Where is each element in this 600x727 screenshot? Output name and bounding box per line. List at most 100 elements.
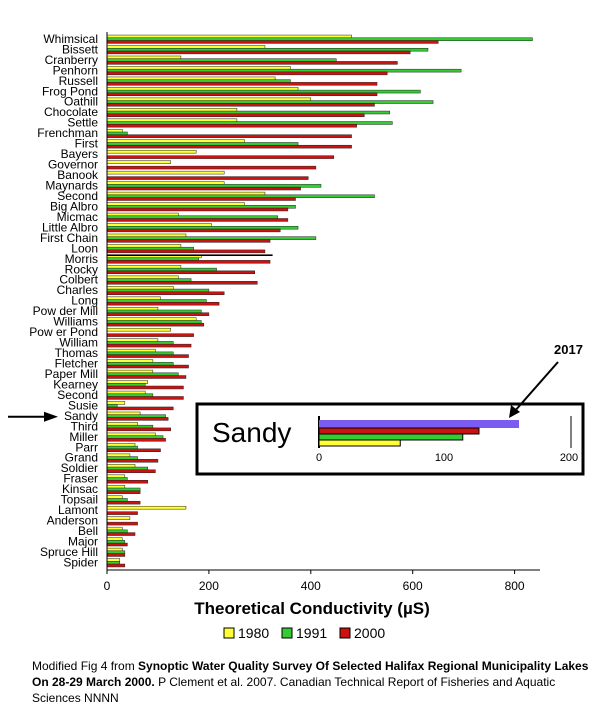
category-label-26: Pow der Mill [33, 304, 98, 318]
category-label-29: William [59, 336, 98, 350]
bar-2000-6 [106, 103, 375, 107]
bar-2000-41 [106, 469, 156, 473]
category-label-16: Big Albro [50, 199, 98, 213]
inset-tick-label-2: 200 [560, 452, 578, 464]
category-label-10: First [75, 137, 99, 151]
bar-2000-14 [106, 186, 301, 191]
category-label-4: Russell [59, 74, 98, 88]
arrow-head [44, 411, 58, 422]
category-label-43: Kinsac [62, 482, 98, 496]
bar-1980-13 [106, 170, 225, 175]
bar-2000-50 [106, 563, 126, 568]
category-label-0: Whimsical [43, 32, 98, 46]
bar-2000-20 [106, 249, 266, 254]
x-tick-label-2: 400 [301, 579, 321, 593]
sandy-inset: Sandy 0 100 200 2017 [195, 342, 585, 476]
bar-2000-36 [106, 417, 169, 421]
x-tick-label-4: 800 [505, 579, 525, 593]
bar-2000-32 [106, 375, 187, 379]
category-label-15: Second [57, 189, 98, 203]
category-label-39: Parr [75, 440, 98, 454]
bar-2000-3 [106, 71, 388, 76]
category-label-13: Banook [57, 168, 99, 182]
category-label-8: Settle [67, 116, 98, 130]
category-label-40: Grand [65, 451, 98, 465]
bar-1980-28 [106, 327, 171, 332]
category-label-17: Micmac [57, 210, 98, 224]
bar-2000-4 [106, 82, 378, 86]
inset-tick-label-0: 0 [316, 452, 322, 464]
bar-2000-19 [106, 239, 271, 243]
category-label-28: Pow er Pond [29, 325, 98, 339]
category-label-12: Governor [48, 158, 98, 172]
x-tick-label-0: 0 [104, 579, 111, 593]
category-label-32: Paper Mill [45, 367, 98, 381]
bar-2000-25 [106, 302, 220, 306]
bar-2000-37 [106, 427, 171, 432]
bar-extra-21 [107, 254, 273, 257]
category-label-27: Williams [53, 315, 98, 329]
bar-2000-35 [106, 406, 174, 411]
category-label-2: Cranberry [45, 53, 98, 67]
bar-2000-0 [106, 40, 439, 44]
legend-label-2000: 2000 [354, 625, 385, 641]
category-label-38: Miller [69, 430, 98, 444]
x-axis: 0 200 400 600 800 [104, 32, 540, 593]
inset-bar-2017 [319, 420, 519, 428]
legend-swatch-1980 [223, 627, 235, 639]
category-label-5: Frog Pond [42, 84, 98, 98]
bar-2000-24 [106, 291, 225, 295]
bar-2000-26 [106, 312, 210, 316]
bar-2000-7 [106, 113, 365, 117]
category-label-37: Third [71, 419, 98, 433]
bar-2000-22 [106, 270, 255, 275]
category-label-19: First Chain [40, 231, 98, 245]
bar-2000-9 [106, 134, 352, 138]
bar-2000-12 [106, 165, 317, 170]
x-axis-title: Theoretical Conductivity (µS) [194, 599, 430, 618]
caption-citation: P Clement et al. 2007. Canadian Technica… [32, 675, 556, 705]
bar-2000-45 [106, 511, 138, 515]
category-label-24: Charles [57, 283, 98, 297]
sandy-pointer-arrow [8, 411, 58, 422]
category-label-48: Major [68, 534, 98, 548]
bar-2000-11 [106, 155, 334, 159]
bar-2000-29 [106, 343, 192, 348]
category-labels: WhimsicalBissettCranberryPenhornRussellF… [29, 32, 99, 570]
category-label-31: Fletcher [55, 356, 98, 370]
bar-2000-15 [106, 197, 296, 201]
bar-1980-11 [106, 149, 197, 154]
figure-caption: Modified Fig 4 from Synoptic Water Quali… [32, 658, 592, 706]
category-label-46: Anderson [47, 514, 98, 528]
legend-label-1980: 1980 [238, 625, 269, 641]
annotation-arrow-head [509, 405, 520, 418]
bar-2000-49 [106, 553, 126, 557]
category-label-49: Spruce Hill [40, 545, 98, 559]
bar-2000-42 [106, 480, 149, 484]
category-label-33: Kearney [53, 377, 98, 391]
x-tick-label-1: 200 [199, 579, 219, 593]
bar-2000-28 [106, 333, 194, 337]
inset-lake-label: Sandy [212, 417, 291, 448]
bar-2000-17 [106, 218, 289, 222]
bar-2000-46 [106, 521, 138, 526]
bar-2000-33 [106, 385, 184, 390]
legend-label-1991: 1991 [296, 625, 327, 641]
bar-2000-43 [106, 490, 141, 494]
category-label-7: Chocolate [44, 105, 98, 119]
bar-2000-34 [106, 396, 184, 400]
bar-2000-10 [106, 144, 352, 149]
bar-2000-5 [106, 92, 378, 97]
bar-2000-13 [106, 176, 309, 180]
bar-1980-45 [106, 505, 187, 510]
category-label-11: Bayers [61, 147, 98, 161]
inset-bar-2000 [318, 427, 480, 435]
category-label-20: Loon [71, 241, 98, 255]
bar-2000-1 [106, 50, 411, 55]
category-label-41: Soldier [61, 461, 98, 475]
category-label-34: Second [57, 388, 98, 402]
caption-title: Synoptic Water Quality Survey Of Selecte… [32, 659, 589, 689]
bar-2000-27 [106, 322, 205, 327]
category-label-22: Rocky [65, 262, 98, 276]
